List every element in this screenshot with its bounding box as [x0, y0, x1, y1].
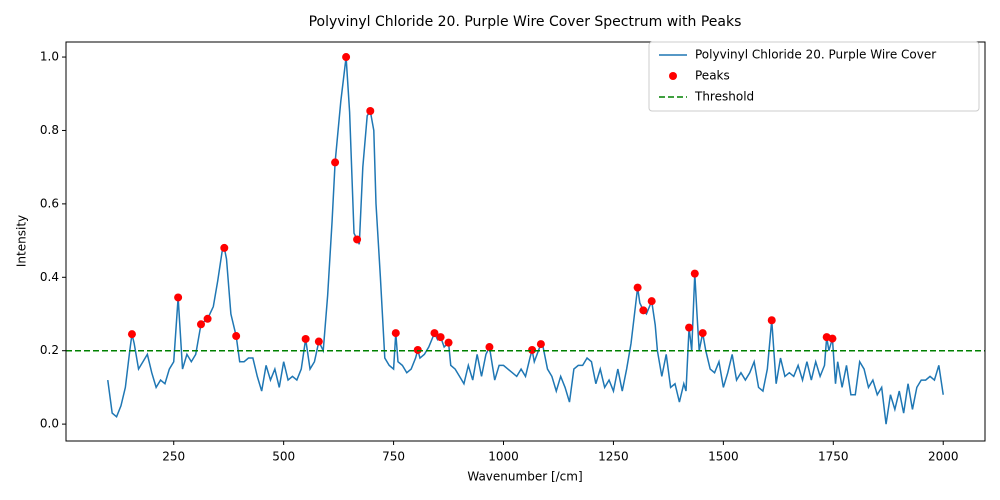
- y-tick-label: 1.0: [40, 50, 59, 64]
- peak-point: [647, 297, 656, 306]
- peak-point: [314, 337, 323, 346]
- peak-point: [430, 329, 439, 338]
- peak-point: [685, 323, 694, 332]
- peak-point: [353, 235, 362, 244]
- x-tick-label: 1000: [488, 450, 519, 464]
- x-tick-label: 750: [382, 450, 405, 464]
- peak-point: [436, 333, 445, 342]
- peak-point: [366, 107, 375, 116]
- legend-label: Threshold: [694, 90, 754, 104]
- x-axis-label: Wavenumber [/cm]: [467, 470, 582, 484]
- peak-point: [767, 316, 776, 325]
- peak-point: [444, 338, 453, 347]
- spectrum-line: [107, 56, 944, 425]
- peak-point: [828, 334, 837, 343]
- peak-point: [342, 53, 351, 62]
- legend-label: Polyvinyl Chloride 20. Purple Wire Cover: [695, 48, 936, 62]
- y-tick-label: 0.4: [40, 270, 59, 284]
- chart-title: Polyvinyl Chloride 20. Purple Wire Cover…: [309, 14, 742, 30]
- peak-point: [301, 334, 310, 343]
- peak-point: [391, 329, 400, 338]
- x-tick-label: 1750: [818, 450, 849, 464]
- legend-box: [648, 41, 980, 112]
- y-tick-label: 0.8: [40, 123, 59, 137]
- peak-point: [536, 340, 545, 349]
- x-tick-label: 250: [162, 450, 185, 464]
- x-tick-label: 2000: [928, 450, 959, 464]
- peak-point: [485, 343, 494, 352]
- peak-point: [220, 243, 229, 252]
- peak-point: [174, 293, 183, 302]
- peak-point: [698, 329, 707, 338]
- legend-marker: [669, 72, 677, 80]
- y-axis-label: Intensity: [15, 215, 29, 267]
- legend-label: Peaks: [695, 69, 730, 83]
- y-tick-label: 0.0: [40, 417, 59, 431]
- plot-frame: [65, 41, 986, 442]
- peak-point: [633, 283, 642, 292]
- y-tick-label: 0.2: [40, 343, 59, 357]
- peak-point: [690, 269, 699, 278]
- peak-point: [232, 332, 241, 341]
- peak-point: [127, 330, 136, 339]
- peak-point: [203, 314, 212, 323]
- x-tick-label: 500: [272, 450, 295, 464]
- x-tick-label: 1500: [708, 450, 739, 464]
- peak-point: [528, 345, 537, 354]
- peak-point: [331, 158, 340, 167]
- y-tick-label: 0.6: [40, 196, 59, 210]
- peak-point: [639, 306, 648, 315]
- peak-point: [196, 320, 205, 329]
- x-tick-label: 1250: [598, 450, 629, 464]
